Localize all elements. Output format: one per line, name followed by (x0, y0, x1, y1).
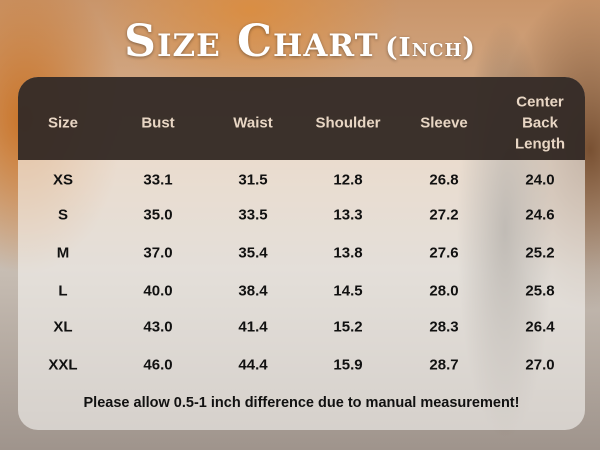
column-header: Sleeve (420, 114, 468, 132)
measurement-cell: 24.6 (525, 206, 555, 224)
measurement-cell: 33.1 (143, 171, 173, 189)
size-label: XS (52, 171, 74, 189)
size-label: XXL (48, 356, 78, 374)
measurement-cell: 27.2 (429, 206, 459, 224)
measurement-cell: 35.0 (143, 206, 173, 224)
measurement-cell: 31.5 (238, 171, 268, 189)
measurement-cell: 15.9 (333, 356, 363, 374)
page-title: Size Chart (Inch) (0, 16, 600, 67)
size-chart-table: Size Bust Waist Shoulder Sleeve Center Back L… (18, 77, 585, 430)
measurement-cell: 28.3 (429, 318, 459, 336)
measurement-cell: 33.5 (238, 206, 268, 224)
title-unit: (Inch) (385, 33, 476, 63)
measurement-cell: 27.0 (525, 356, 555, 374)
measurement-cell: 25.2 (525, 244, 555, 262)
measurement-cell: 13.3 (333, 206, 363, 224)
measurement-cell: 38.4 (238, 282, 268, 300)
measurement-cell: 26.8 (429, 171, 459, 189)
measurement-cell: 27.6 (429, 244, 459, 262)
measurement-cell: 35.4 (238, 244, 268, 262)
measurement-cell: 13.8 (333, 244, 363, 262)
measurement-cell: 24.0 (525, 171, 555, 189)
measurement-cell: 28.0 (429, 282, 459, 300)
size-label: M (56, 244, 70, 262)
measurement-cell: 43.0 (143, 318, 173, 336)
column-header: Waist (233, 114, 273, 132)
table-header (18, 77, 585, 160)
measurement-cell: 28.7 (429, 356, 459, 374)
measurement-cell: 26.4 (525, 318, 555, 336)
column-header: Shoulder (315, 114, 381, 132)
size-label: XL (53, 318, 73, 336)
measurement-cell: 44.4 (238, 356, 268, 374)
measurement-cell: 25.8 (525, 282, 555, 300)
measurement-cell: 15.2 (333, 318, 363, 336)
measurement-cell: 37.0 (143, 244, 173, 262)
column-header: Size (47, 114, 79, 132)
title-main: Size Chart (124, 16, 379, 67)
measurement-cell: 14.5 (333, 282, 363, 300)
measurement-cell: 41.4 (238, 318, 268, 336)
measurement-cell: 40.0 (143, 282, 173, 300)
measurement-note: Please allow 0.5-1 inch difference due t… (83, 395, 520, 411)
size-label: S (57, 206, 69, 224)
size-label: L (58, 282, 68, 300)
measurement-cell: 12.8 (333, 171, 363, 189)
column-header: Center Back Length (515, 93, 565, 153)
column-header: Bust (141, 114, 175, 132)
measurement-cell: 46.0 (143, 356, 173, 374)
